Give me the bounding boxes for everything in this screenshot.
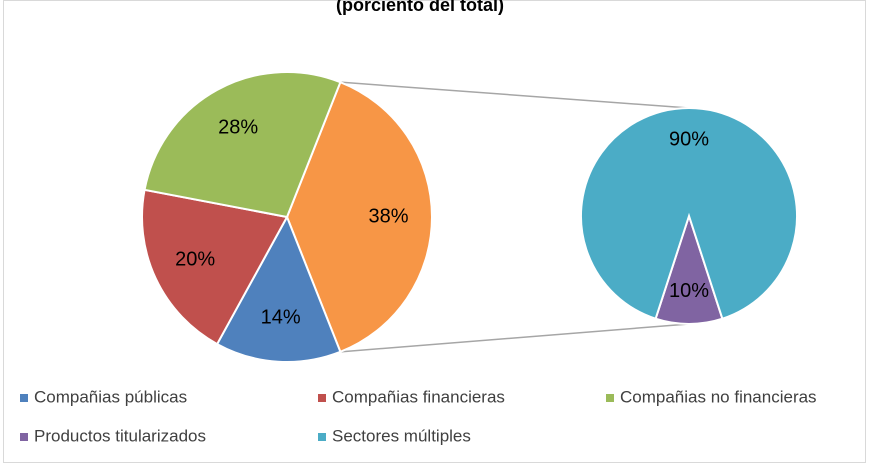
legend-label: Sectores múltiples bbox=[332, 426, 471, 445]
pie-slice bbox=[141, 188, 289, 346]
legend-label: Productos titularizados bbox=[34, 426, 206, 445]
legend-label: Compañias financieras bbox=[332, 387, 505, 406]
data-label: 10% bbox=[669, 280, 709, 302]
legend-swatch bbox=[606, 394, 614, 402]
data-label: 20% bbox=[175, 248, 215, 270]
chart-title: (porciento del total) bbox=[336, 0, 504, 15]
pie-slice bbox=[215, 214, 342, 363]
data-label: 90% bbox=[669, 129, 709, 151]
legend-swatch bbox=[318, 394, 326, 402]
data-label: 28% bbox=[218, 116, 258, 138]
legend-label: Compañias no financieras bbox=[620, 387, 817, 406]
data-label: 14% bbox=[261, 307, 301, 329]
legend-swatch bbox=[20, 433, 28, 441]
connector-line bbox=[340, 323, 690, 353]
data-label: 38% bbox=[368, 205, 408, 227]
pie-slice bbox=[143, 71, 342, 219]
legend-swatch bbox=[20, 394, 28, 402]
pie-slice bbox=[580, 107, 798, 320]
legend-label: Compañias públicas bbox=[34, 387, 187, 406]
connector-line bbox=[340, 81, 690, 109]
pie-slice bbox=[285, 80, 433, 354]
legend-swatch bbox=[318, 433, 326, 441]
